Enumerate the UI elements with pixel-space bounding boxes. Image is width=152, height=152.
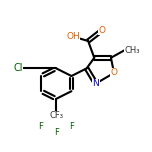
Text: F: F [54,128,59,137]
Text: O: O [98,26,105,35]
Text: N: N [92,79,99,88]
Text: F: F [39,122,43,131]
Text: OH: OH [66,32,80,41]
Text: O: O [111,68,117,78]
Text: F: F [69,122,74,131]
Text: Cl: Cl [13,63,23,73]
Text: CH₃: CH₃ [125,46,140,55]
Text: CF₃: CF₃ [49,111,63,120]
